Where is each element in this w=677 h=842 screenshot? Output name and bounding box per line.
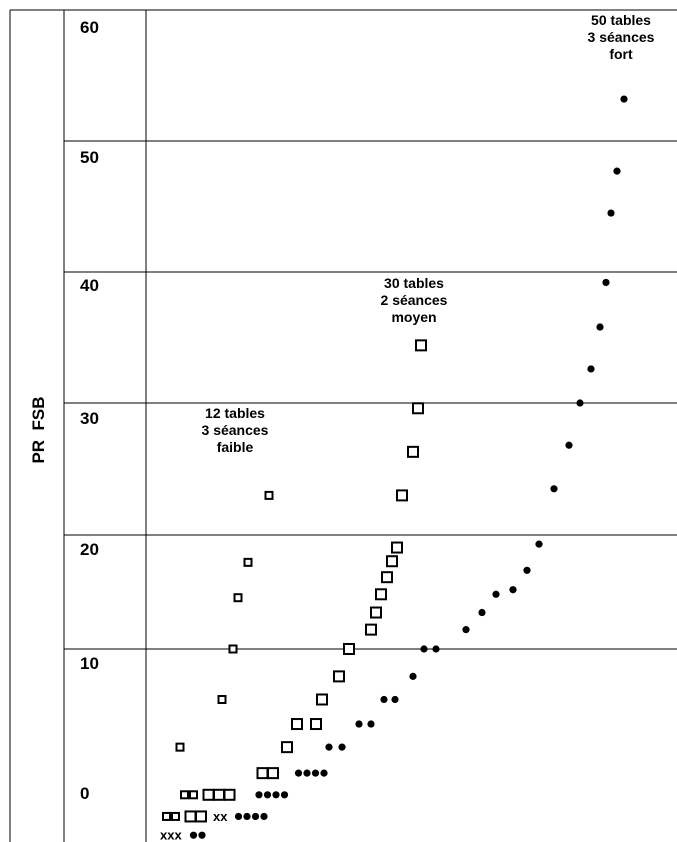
dot-marker <box>320 769 328 777</box>
small-square-marker <box>217 694 227 704</box>
square-marker <box>343 643 355 655</box>
square-marker <box>365 623 377 636</box>
dot-marker <box>535 540 543 548</box>
dot-marker <box>391 695 399 704</box>
square-marker <box>370 606 382 619</box>
annotation: 30 tables 2 séances moyen <box>381 275 448 325</box>
square-marker <box>386 555 398 568</box>
grid-lines <box>64 140 677 650</box>
square-marker <box>415 339 427 352</box>
dot-marker <box>596 323 604 331</box>
y-tick-label: 0 <box>80 784 89 803</box>
annotation-line: 2 séances <box>381 292 448 308</box>
small-square-marker <box>180 790 189 800</box>
annotation-line: fort <box>609 46 633 62</box>
dot-marker <box>420 645 428 653</box>
square-marker <box>407 445 419 458</box>
dot-marker <box>294 769 303 777</box>
dot-marker <box>272 791 280 799</box>
square-marker <box>184 810 197 823</box>
annotation-line: 3 séances <box>588 29 655 45</box>
dot-marker <box>338 743 346 751</box>
annotation-line: 3 séances <box>202 422 269 438</box>
square-marker <box>202 788 215 801</box>
dot-marker <box>234 812 243 821</box>
small-square-marker <box>228 644 238 654</box>
square-marker <box>256 767 269 780</box>
small-square-marker <box>233 593 243 603</box>
square-marker <box>281 741 293 754</box>
dot-marker <box>523 566 531 574</box>
small-square-marker <box>243 557 253 567</box>
dot-marker <box>198 831 206 839</box>
dot-marker <box>492 590 500 598</box>
small-square-marker <box>162 811 171 821</box>
dot-marker <box>409 672 417 680</box>
dot-marker <box>607 209 615 217</box>
small-square-marker <box>189 790 198 800</box>
square-marker <box>396 489 408 502</box>
y-tick-label: 10 <box>80 654 99 673</box>
dot-marker <box>311 769 320 777</box>
annotation-line: moyen <box>391 309 436 325</box>
dot-marker <box>509 586 517 594</box>
small-square-marker <box>264 490 274 500</box>
annotation-line: 50 tables <box>591 12 651 28</box>
dot-marker <box>576 399 584 407</box>
dot-marker <box>587 365 595 373</box>
dot-marker <box>251 812 260 821</box>
annotation-line: 30 tables <box>384 275 444 291</box>
y-tick-label: 50 <box>80 148 99 167</box>
y-tick-label: 30 <box>80 409 99 428</box>
y-tick-label: 60 <box>80 18 99 37</box>
square-marker <box>412 402 424 415</box>
square-marker <box>223 788 236 801</box>
marker-text: xx <box>213 809 228 824</box>
square-marker <box>195 810 207 823</box>
dot-marker <box>367 720 375 728</box>
annotation-line: faible <box>217 439 254 455</box>
square-marker <box>316 693 328 706</box>
dot-marker <box>620 95 628 103</box>
annotation-line: 12 tables <box>205 405 265 421</box>
square-marker <box>391 541 403 554</box>
square-marker <box>310 718 322 731</box>
square-marker <box>213 788 225 801</box>
dot-marker <box>303 769 311 777</box>
square-marker <box>375 588 387 601</box>
y-tick-label: 40 <box>80 276 99 295</box>
dot-marker <box>189 831 198 839</box>
chart-frame <box>9 9 677 842</box>
dot-marker <box>355 720 363 728</box>
dot-marker <box>255 791 263 799</box>
y-axis-title: PR FSB <box>29 396 48 463</box>
dot-marker <box>462 626 470 634</box>
marker-text: xxx <box>160 828 182 842</box>
dot-marker <box>243 812 251 821</box>
y-tick-label: 20 <box>80 540 99 559</box>
dot-marker <box>280 791 289 799</box>
small-square-marker <box>175 742 185 752</box>
dot-marker <box>565 441 573 449</box>
dot-marker <box>263 791 272 799</box>
dot-marker <box>432 645 440 653</box>
dot-marker <box>260 812 268 821</box>
dot-marker <box>550 485 558 493</box>
dot-marker <box>613 167 621 175</box>
annotation: 50 tables 3 séances fort <box>588 12 655 62</box>
small-square-marker <box>171 811 180 821</box>
dot-marker <box>325 743 333 751</box>
square-marker <box>333 670 345 683</box>
square-marker <box>291 718 303 731</box>
dot-marker <box>478 608 486 617</box>
dot-marker <box>380 695 388 704</box>
square-marker <box>267 767 279 780</box>
dot-marker <box>602 278 610 287</box>
square-marker <box>381 571 393 584</box>
y-tick-labels: 0 10 20 30 40 50 60 <box>80 18 99 803</box>
annotation: 12 tables 3 séances faible <box>202 405 269 455</box>
